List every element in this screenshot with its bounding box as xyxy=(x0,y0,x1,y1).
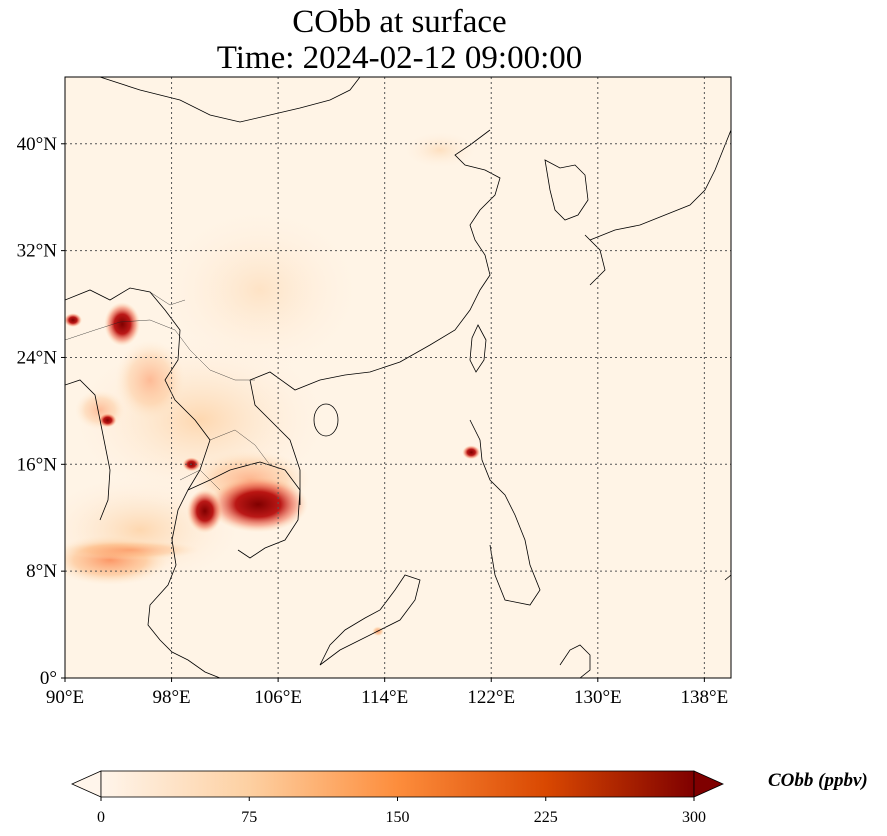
colorbar-gradient xyxy=(100,770,695,798)
colorbar-tick-label: 75 xyxy=(241,809,257,826)
lon-tick-label: 138°E xyxy=(681,687,729,708)
lat-tick-label: 32°N xyxy=(17,241,58,262)
map-subtitle: Time: 2024-02-12 09:00:00 xyxy=(216,40,583,76)
lat-tick-label: 24°N xyxy=(17,347,58,368)
colorbar-ticks: 0 75 150 225 300 xyxy=(97,797,706,826)
colorbar-tick-label: 300 xyxy=(682,809,706,826)
cobb-hotspot xyxy=(104,302,141,347)
cobb-field xyxy=(65,130,481,637)
colorbar: 0 75 150 225 300 xyxy=(71,770,724,826)
colorbar-tick-label: 0 xyxy=(97,809,105,826)
colorbar-label: CObb (ppbv) xyxy=(768,770,868,791)
lon-tick-label: 90°E xyxy=(46,687,84,708)
lon-tick-label: 130°E xyxy=(574,687,622,708)
lat-ticks: 0° 8°N 16°N 24°N 32°N 40°N xyxy=(17,134,65,689)
lon-ticks: 90°E 98°E 106°E 114°E 122°E 130°E 138°E xyxy=(46,678,728,708)
lat-tick-label: 40°N xyxy=(17,134,58,155)
cobb-hotspot xyxy=(462,445,481,460)
cobb-hotspot xyxy=(98,413,117,428)
cobb-hotspot xyxy=(65,313,82,328)
hotspot-layer xyxy=(65,302,481,637)
lon-tick-label: 122°E xyxy=(467,687,515,708)
colorbar-tick-label: 150 xyxy=(386,809,410,826)
lat-tick-label: 16°N xyxy=(17,454,58,475)
cobb-hotspot xyxy=(208,476,309,533)
lat-tick-label: 8°N xyxy=(26,561,57,582)
country-borders xyxy=(65,291,271,491)
lon-tick-label: 114°E xyxy=(361,687,408,708)
cobb-hotspot xyxy=(186,489,223,534)
map-frame xyxy=(64,76,732,679)
map-gridlines xyxy=(65,77,731,678)
colorbar-extend-min xyxy=(71,770,102,798)
map-title: CObb at surface xyxy=(292,4,507,40)
colorbar-tick-label: 225 xyxy=(534,809,558,826)
lon-tick-label: 98°E xyxy=(152,687,190,708)
lat-tick-label: 0° xyxy=(40,668,57,689)
lon-tick-label: 106°E xyxy=(254,687,302,708)
colorbar-extend-max xyxy=(693,770,724,798)
